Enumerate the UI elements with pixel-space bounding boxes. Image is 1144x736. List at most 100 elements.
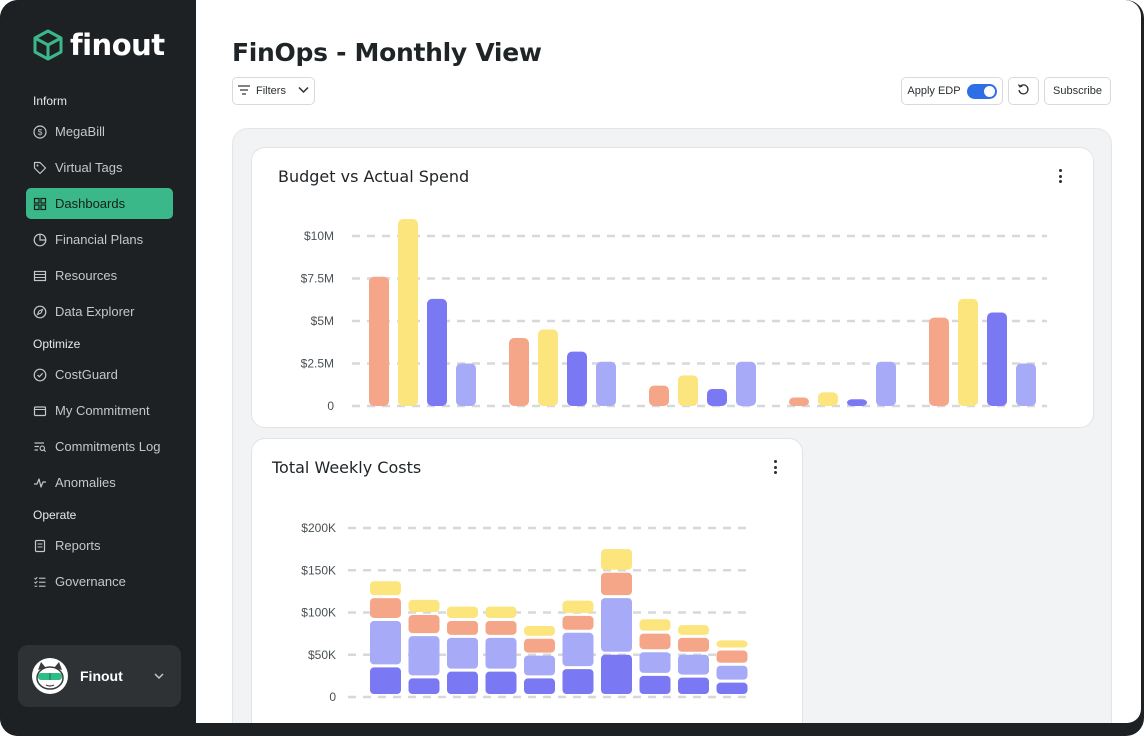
stacked-bar-segment — [447, 620, 478, 635]
dashboard-canvas: Budget vs Actual Spend $10M $7.5M $5M $2.5M… — [232, 128, 1112, 723]
bar — [789, 397, 809, 406]
stacked-bar-segment — [485, 637, 517, 669]
more-options-icon[interactable] — [1052, 167, 1068, 185]
stacked-bar-segment — [639, 675, 671, 694]
filters-label: Filters — [256, 85, 286, 97]
apply-edp-control: Apply EDP — [901, 77, 1003, 105]
pie-icon — [33, 233, 47, 247]
bar — [818, 392, 838, 406]
stacked-bar-segment — [408, 599, 440, 613]
stacked-bar-segment — [485, 606, 517, 618]
stacked-bar-segment — [485, 620, 517, 635]
sidebar-item-data-explorer[interactable]: Data Explorer — [26, 296, 173, 327]
sidebar-item-label: Commitments Log — [55, 439, 161, 454]
sidebar-item-virtual-tags[interactable]: Virtual Tags — [26, 152, 173, 183]
bar — [678, 375, 698, 406]
stacked-bar-segment — [524, 678, 555, 694]
bar — [538, 329, 558, 406]
filters-button[interactable]: Filters — [232, 77, 315, 105]
section-inform: Inform — [33, 94, 68, 108]
stacked-bar-segment — [639, 652, 671, 673]
bar — [707, 389, 727, 406]
sidebar-item-financial-plans[interactable]: Financial Plans — [26, 224, 173, 255]
bar — [509, 338, 529, 406]
bar — [1016, 363, 1036, 406]
total-weekly-costs-chart: $200K $150K $100K $50K 0 — [301, 521, 752, 704]
sidebar-item-commitments-log[interactable]: Commitments Log — [26, 431, 173, 462]
sidebar-item-megabill[interactable]: $ MegaBill — [26, 116, 173, 147]
sidebar-item-costguard[interactable]: CostGuard — [26, 359, 173, 390]
sidebar-item-label: Reports — [55, 538, 101, 553]
chevron-down-icon — [298, 85, 309, 97]
stacked-bar-segment — [716, 682, 748, 694]
y-tick-label: 0 — [327, 399, 334, 413]
finout-logo[interactable]: finout — [32, 28, 165, 62]
sidebar-item-label: CostGuard — [55, 367, 118, 382]
list-icon — [33, 269, 47, 283]
filter-icon — [238, 84, 251, 98]
stacked-bar-segment — [562, 669, 594, 694]
widget-title: Total Weekly Costs — [272, 458, 422, 477]
stacked-bar-segment — [601, 598, 632, 652]
sidebar-item-resources[interactable]: Resources — [26, 260, 173, 291]
apply-edp-toggle[interactable] — [966, 83, 997, 99]
stacked-bar-segment — [678, 654, 709, 675]
stacked-bar-segment — [716, 665, 748, 680]
sidebar: finout Inform $ MegaBill Virtual Tags Da… — [0, 0, 196, 736]
stacked-bar-segment — [370, 620, 401, 665]
y-tick-label: $150K — [301, 563, 336, 577]
bar — [876, 361, 896, 406]
stacked-bar-segment — [639, 619, 671, 631]
bar — [736, 361, 756, 406]
stacked-bar-segment — [408, 678, 440, 694]
compass-icon — [33, 305, 47, 319]
bar — [596, 361, 616, 406]
stacked-bar-segment — [370, 598, 401, 618]
stacked-bar-segment — [562, 600, 594, 613]
bar — [847, 399, 867, 406]
stacked-bar-segment — [408, 636, 440, 676]
tag-icon — [33, 161, 47, 175]
bar — [456, 363, 476, 406]
section-operate: Operate — [33, 508, 77, 522]
sidebar-item-dashboards[interactable]: Dashboards — [26, 188, 173, 219]
sidebar-item-label: Dashboards — [55, 196, 126, 211]
stacked-bar-segment — [370, 581, 401, 596]
checklist-icon — [33, 575, 47, 589]
refresh-button[interactable] — [1008, 77, 1039, 105]
stacked-bar-segment — [370, 667, 401, 694]
bar — [929, 317, 949, 406]
bar — [427, 298, 447, 406]
apply-edp-label: Apply EDP — [907, 85, 961, 97]
grid-icon — [33, 197, 47, 211]
document-icon — [33, 539, 47, 553]
sidebar-item-my-commitment[interactable]: My Commitment — [26, 395, 173, 426]
sidebar-item-label: Data Explorer — [55, 304, 135, 319]
bar — [987, 312, 1007, 406]
stacked-bar-segment — [562, 615, 594, 630]
subscribe-button[interactable]: Subscribe — [1044, 77, 1111, 105]
bar — [958, 298, 978, 406]
user-menu[interactable]: Finout — [18, 645, 181, 707]
stacked-bar-segment — [524, 655, 555, 676]
more-options-icon[interactable] — [767, 458, 783, 476]
stacked-bar-segment — [485, 671, 517, 694]
sidebar-item-label: Resources — [55, 268, 118, 283]
y-tick-label: $5M — [311, 314, 334, 328]
sidebar-item-governance[interactable]: Governance — [26, 566, 173, 597]
sidebar-item-anomalies[interactable]: Anomalies — [26, 467, 173, 498]
svg-text:$: $ — [38, 127, 43, 137]
stacked-bar-segment — [716, 650, 748, 663]
sidebar-item-reports[interactable]: Reports — [26, 530, 173, 561]
y-tick-label: $50K — [308, 648, 336, 662]
refresh-icon — [1017, 83, 1030, 99]
stacked-bar-segment — [678, 637, 709, 652]
sidebar-item-label: MegaBill — [55, 124, 105, 139]
widget-total-weekly-costs: Total Weekly Costs $200K $150K $100K $50K 0 — [251, 438, 803, 723]
y-tick-label: $200K — [301, 521, 336, 535]
y-tick-label: $10M — [304, 229, 334, 243]
bar — [567, 351, 587, 406]
sidebar-item-label: Financial Plans — [55, 232, 144, 247]
section-optimize: Optimize — [33, 337, 81, 351]
subscribe-label: Subscribe — [1053, 85, 1102, 97]
